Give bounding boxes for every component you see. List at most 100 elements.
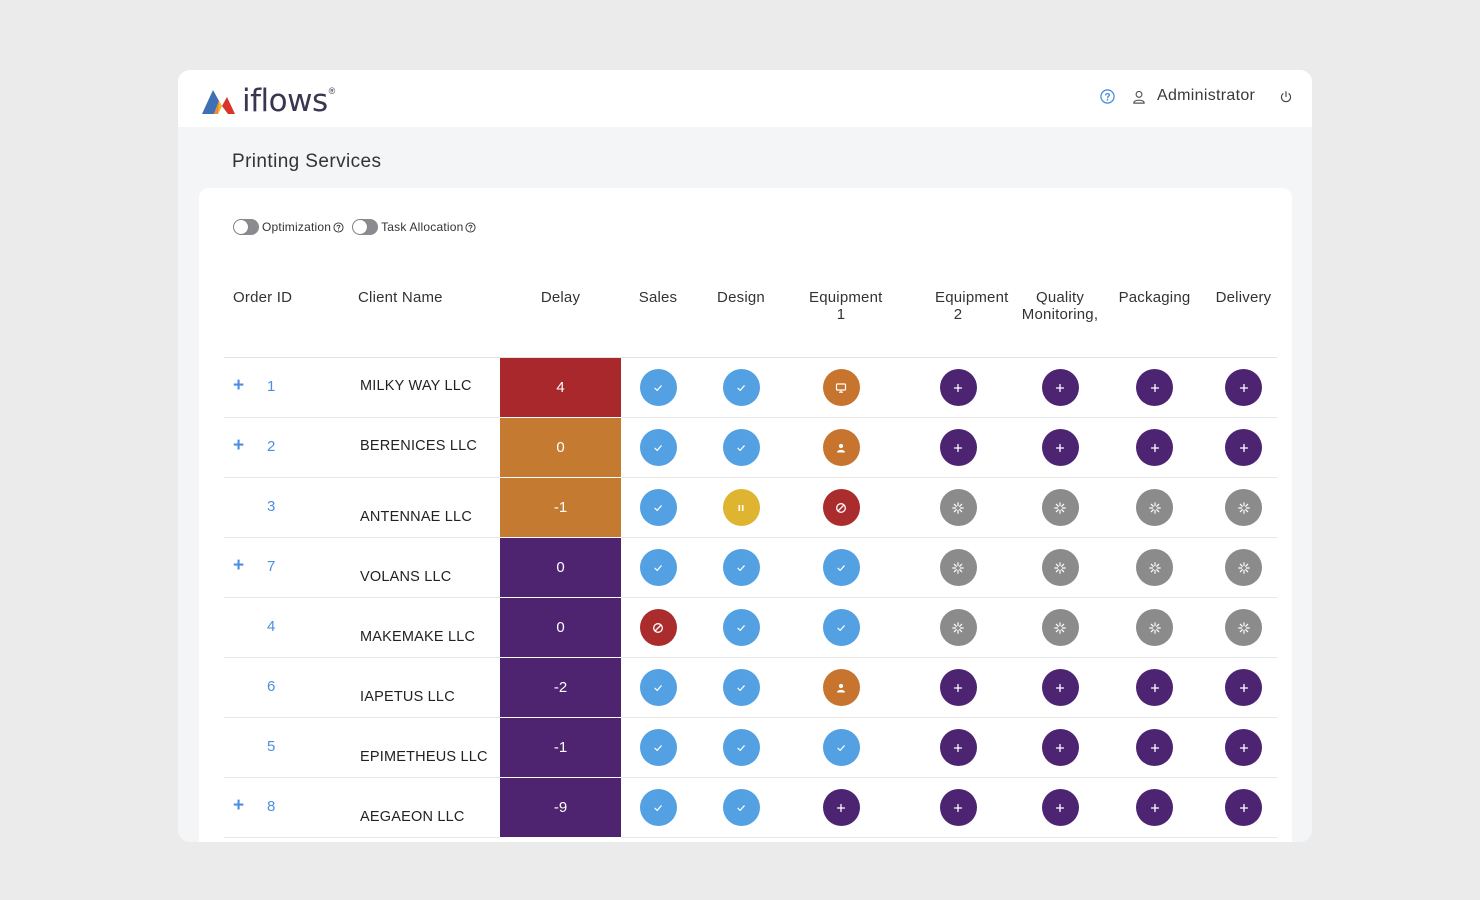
order-id-link[interactable]: 4 xyxy=(267,618,276,635)
expand-row-button[interactable]: + xyxy=(233,435,245,456)
column-header-delivery[interactable]: Delivery xyxy=(1210,274,1277,358)
delivery-pending-status-button[interactable] xyxy=(1225,609,1262,646)
order-id-cell: 6 xyxy=(224,657,349,718)
equipment-1-blocked-status-button[interactable] xyxy=(822,489,860,526)
equipment-2-add-status-button[interactable] xyxy=(939,729,977,766)
order-id-cell: 3 xyxy=(224,477,349,538)
equipment-2-add-status-button[interactable] xyxy=(939,669,977,706)
packaging-add-status-button[interactable] xyxy=(1136,369,1173,406)
equipment-1-monitor-status-button[interactable] xyxy=(822,369,860,406)
order-id-link[interactable]: 6 xyxy=(267,678,276,695)
equipment-1-user-status-button[interactable] xyxy=(822,429,860,466)
packaging-pending-status-button[interactable] xyxy=(1136,549,1173,586)
equipment-2-add-status-button[interactable] xyxy=(939,789,977,826)
column-header-packaging[interactable]: Packaging xyxy=(1099,274,1210,358)
equipment-1-add-status-button[interactable] xyxy=(822,789,860,826)
design-done-status-button[interactable] xyxy=(722,789,760,826)
delivery-add-status-button[interactable] xyxy=(1225,369,1262,406)
delivery-pending-status-button[interactable] xyxy=(1225,549,1262,586)
sales-done-status-button[interactable] xyxy=(639,729,677,766)
delay-cell: 0 xyxy=(500,417,621,478)
equipment-1-done-status-button[interactable] xyxy=(822,609,860,646)
order-id-link[interactable]: 5 xyxy=(267,738,276,755)
question-icon[interactable] xyxy=(465,221,477,233)
client-name-cell: MAKEMAKE LLC xyxy=(349,597,500,658)
quality-monitoring-add-status-button[interactable] xyxy=(1041,369,1079,406)
column-header-equipment-1[interactable]: Equipment 1 xyxy=(787,274,895,358)
sales-done-status-button[interactable] xyxy=(639,669,677,706)
table-row: +2 BERENICES LLC 0 xyxy=(224,417,1277,478)
design-done-status-button[interactable] xyxy=(722,369,760,406)
order-id-link[interactable]: 1 xyxy=(267,378,276,395)
quality-monitoring-add-status-button[interactable] xyxy=(1041,669,1079,706)
design-done-status-button[interactable] xyxy=(722,729,760,766)
column-header-quality-monitoring[interactable]: Quality Monitoring, xyxy=(1021,274,1099,358)
packaging-add-status-button[interactable] xyxy=(1136,429,1173,466)
delivery-pending-status-button[interactable] xyxy=(1225,489,1262,526)
quality-monitoring-add-status-button[interactable] xyxy=(1041,729,1079,766)
optimization-switch[interactable] xyxy=(233,219,259,235)
sales-blocked-status-button[interactable] xyxy=(639,609,677,646)
equipment-1-status-cell xyxy=(787,477,895,538)
sales-done-status-button[interactable] xyxy=(639,369,677,406)
column-header-delay[interactable]: Delay xyxy=(500,274,621,358)
equipment-1-done-status-button[interactable] xyxy=(822,549,860,586)
packaging-pending-status-button[interactable] xyxy=(1136,609,1173,646)
packaging-add-status-button[interactable] xyxy=(1136,789,1173,826)
equipment-2-status-cell xyxy=(895,657,1021,718)
question-icon[interactable] xyxy=(333,221,344,233)
column-header-sales[interactable]: Sales xyxy=(621,274,695,358)
sales-status-cell xyxy=(621,597,695,658)
sales-done-status-button[interactable] xyxy=(639,429,677,466)
delivery-add-status-button[interactable] xyxy=(1225,789,1262,826)
order-id-link[interactable]: 2 xyxy=(267,438,276,455)
sales-done-status-button[interactable] xyxy=(639,549,677,586)
client-name: MILKY WAY LLC xyxy=(360,378,472,394)
design-done-status-button[interactable] xyxy=(722,669,760,706)
equipment-1-done-status-button[interactable] xyxy=(822,729,860,766)
user-icon[interactable] xyxy=(1132,90,1146,104)
quality-monitoring-add-status-button[interactable] xyxy=(1041,789,1079,826)
design-done-status-button[interactable] xyxy=(722,609,760,646)
equipment-2-add-status-button[interactable] xyxy=(939,369,977,406)
equipment-2-pending-status-button[interactable] xyxy=(939,489,977,526)
equipment-2-pending-status-button[interactable] xyxy=(939,609,977,646)
column-header-equipment-2[interactable]: Equipment 2 xyxy=(895,274,1021,358)
quality-monitoring-pending-status-button[interactable] xyxy=(1041,609,1079,646)
equipment-1-user-status-button[interactable] xyxy=(822,669,860,706)
quality-monitoring-pending-status-button[interactable] xyxy=(1041,489,1079,526)
task-allocation-switch[interactable] xyxy=(352,219,379,235)
client-name: BERENICES LLC xyxy=(360,438,478,454)
optimization-label: Optimization xyxy=(262,220,332,234)
sales-done-status-button[interactable] xyxy=(639,489,677,526)
packaging-add-status-button[interactable] xyxy=(1136,729,1173,766)
delivery-add-status-button[interactable] xyxy=(1225,729,1262,766)
sales-done-status-button[interactable] xyxy=(639,789,677,826)
order-id-link[interactable]: 3 xyxy=(267,498,276,515)
packaging-add-status-button[interactable] xyxy=(1136,669,1173,706)
expand-row-button[interactable]: + xyxy=(233,375,245,396)
column-header-client-name[interactable]: Client Name xyxy=(349,274,500,358)
quality-monitoring-pending-status-button[interactable] xyxy=(1041,549,1079,586)
delay-cell: -1 xyxy=(500,477,621,538)
column-header-order-id[interactable]: Order ID xyxy=(224,274,349,358)
packaging-status-cell xyxy=(1099,477,1210,538)
equipment-2-add-status-button[interactable] xyxy=(939,429,977,466)
design-paused-status-button[interactable] xyxy=(722,489,760,526)
power-icon[interactable] xyxy=(1279,90,1293,104)
order-id-link[interactable]: 8 xyxy=(267,798,276,815)
help-icon[interactable] xyxy=(1100,89,1115,104)
design-done-status-button[interactable] xyxy=(722,549,760,586)
expand-row-button[interactable]: + xyxy=(233,795,245,816)
quality-monitoring-add-status-button[interactable] xyxy=(1041,429,1079,466)
equipment-2-pending-status-button[interactable] xyxy=(939,549,977,586)
user-name[interactable]: Administrator xyxy=(1157,87,1256,104)
equipment-2-status-cell xyxy=(895,357,1021,418)
order-id-link[interactable]: 7 xyxy=(267,558,276,575)
column-header-design[interactable]: Design xyxy=(695,274,787,358)
delivery-add-status-button[interactable] xyxy=(1225,429,1262,466)
design-done-status-button[interactable] xyxy=(722,429,760,466)
packaging-pending-status-button[interactable] xyxy=(1136,489,1173,526)
expand-row-button[interactable]: + xyxy=(233,555,245,576)
delivery-add-status-button[interactable] xyxy=(1225,669,1262,706)
